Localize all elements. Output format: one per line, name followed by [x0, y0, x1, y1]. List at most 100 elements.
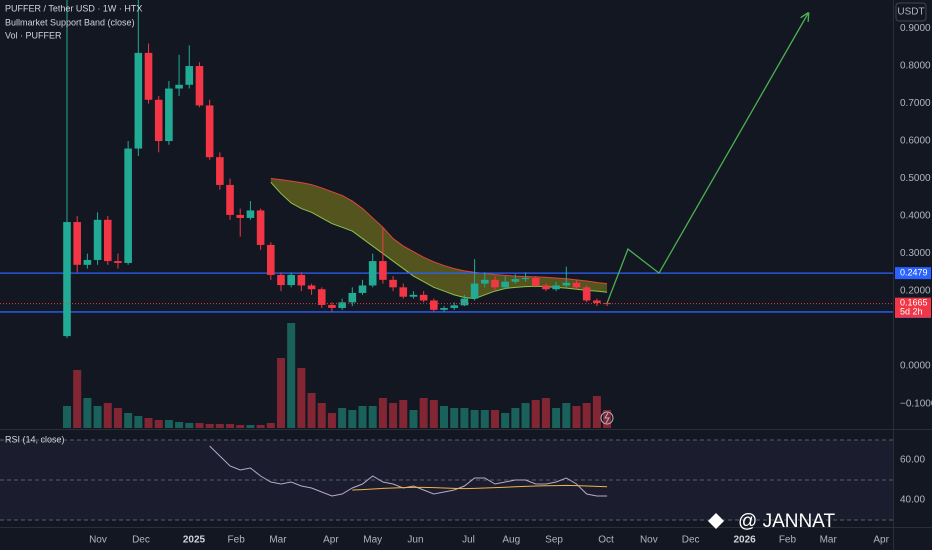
volume-bar — [175, 422, 184, 428]
x-tick-label: May — [363, 535, 382, 546]
candle-body — [63, 222, 71, 337]
band-upper — [270, 178, 608, 285]
volume-bar — [215, 424, 224, 428]
candle-body — [338, 302, 346, 308]
candle-body — [389, 279, 397, 288]
volume-bar — [572, 406, 581, 428]
volume-bar — [62, 406, 71, 428]
candle-body — [358, 285, 367, 293]
candle-body — [165, 88, 173, 142]
volume-bar — [256, 425, 265, 428]
candle-body — [256, 210, 265, 245]
x-tick-label: Apr — [323, 535, 339, 546]
volume-bar — [511, 408, 520, 428]
candle-body — [582, 287, 591, 301]
candle-body — [460, 298, 469, 306]
volume-bar — [419, 398, 428, 428]
volume-bar — [185, 423, 194, 428]
volume-bar — [307, 393, 316, 428]
candle-body — [144, 52, 153, 100]
candle-body — [409, 294, 418, 297]
candle-body — [399, 287, 408, 297]
volume-bar — [378, 398, 387, 428]
x-tick-label: Jul — [462, 535, 475, 546]
volume-bar — [480, 410, 489, 428]
volume-bar — [327, 413, 336, 428]
volume-bar — [531, 400, 540, 428]
candle-body — [307, 285, 316, 290]
volume-bar — [144, 418, 153, 428]
candle-body — [73, 222, 81, 265]
volume-bar — [552, 408, 561, 428]
volume-bar — [134, 416, 143, 428]
volume-bar — [592, 396, 601, 428]
candle-body — [277, 274, 285, 286]
candle-body — [175, 84, 183, 89]
level-label-box — [895, 267, 931, 280]
rsi-tick-label: 40.00 — [900, 495, 925, 506]
volume-bar — [603, 410, 612, 428]
volume-bar — [246, 425, 255, 428]
currency: USDT — [897, 7, 924, 18]
x-tick-label: Feb — [228, 535, 246, 546]
y-tick-label: 0.9000 — [900, 23, 931, 34]
volume-bar — [470, 410, 479, 428]
candle-body — [521, 277, 530, 280]
x-tick-label: 2026 — [734, 535, 757, 546]
volume-bar — [73, 370, 82, 428]
candle-body — [440, 307, 448, 310]
legend-rsi: RSI (14, close) — [5, 434, 65, 444]
candle-body — [419, 294, 428, 301]
volume-bar — [409, 410, 418, 428]
candle-body — [430, 300, 438, 310]
volume-bar — [429, 400, 438, 428]
replay-icon-bolt — [604, 412, 610, 424]
candle-body — [246, 210, 255, 218]
volume-bar — [562, 403, 571, 428]
currency-box[interactable] — [895, 2, 927, 22]
volume-bar — [83, 398, 92, 428]
volume-bar — [195, 423, 204, 428]
candle-body — [491, 279, 499, 288]
legend-title: PUFFER / Tether USD · 1W · HTX — [5, 3, 142, 13]
candle-body — [552, 285, 560, 290]
projection-line — [606, 14, 808, 304]
x-tick-label: Dec — [132, 535, 150, 546]
candle-body — [287, 274, 295, 286]
y-tick-label: 0.2000 — [900, 286, 931, 297]
volume-bar — [389, 403, 398, 428]
candle-body — [297, 274, 306, 286]
candle-body — [154, 99, 163, 142]
candle-body — [103, 219, 112, 262]
volume-bar — [205, 424, 214, 428]
candle-body — [328, 304, 336, 308]
candle-body — [562, 282, 571, 286]
volume-bar — [164, 420, 173, 428]
volume-bar — [124, 413, 133, 428]
watermark-logo — [708, 513, 724, 529]
x-tick-label: 2025 — [183, 535, 206, 546]
x-tick-label: Nov — [89, 535, 107, 546]
x-tick-label: Nov — [640, 535, 658, 546]
candle-body — [134, 52, 143, 149]
volume-bar — [338, 408, 347, 428]
volume-bar — [348, 410, 357, 428]
replay-icon[interactable] — [600, 411, 614, 425]
rsi-tick-label: 60.00 — [900, 455, 925, 466]
x-tick-label: Feb — [779, 535, 797, 546]
x-tick-label: Mar — [269, 535, 287, 546]
candle-body — [195, 66, 204, 106]
volume-bar — [297, 368, 306, 428]
watermark: @ JANNAT — [738, 511, 835, 532]
x-tick-label: Apr — [873, 535, 889, 546]
band-lower — [270, 181, 608, 300]
volume-bar — [582, 403, 591, 428]
candle-body — [542, 285, 550, 290]
candle-body — [603, 303, 611, 305]
y-tick-label: 0.7000 — [900, 98, 931, 109]
volume-bar — [460, 408, 469, 428]
x-tick-label: Sep — [545, 535, 563, 546]
volume-bar — [236, 425, 245, 428]
candle-body — [511, 279, 520, 282]
